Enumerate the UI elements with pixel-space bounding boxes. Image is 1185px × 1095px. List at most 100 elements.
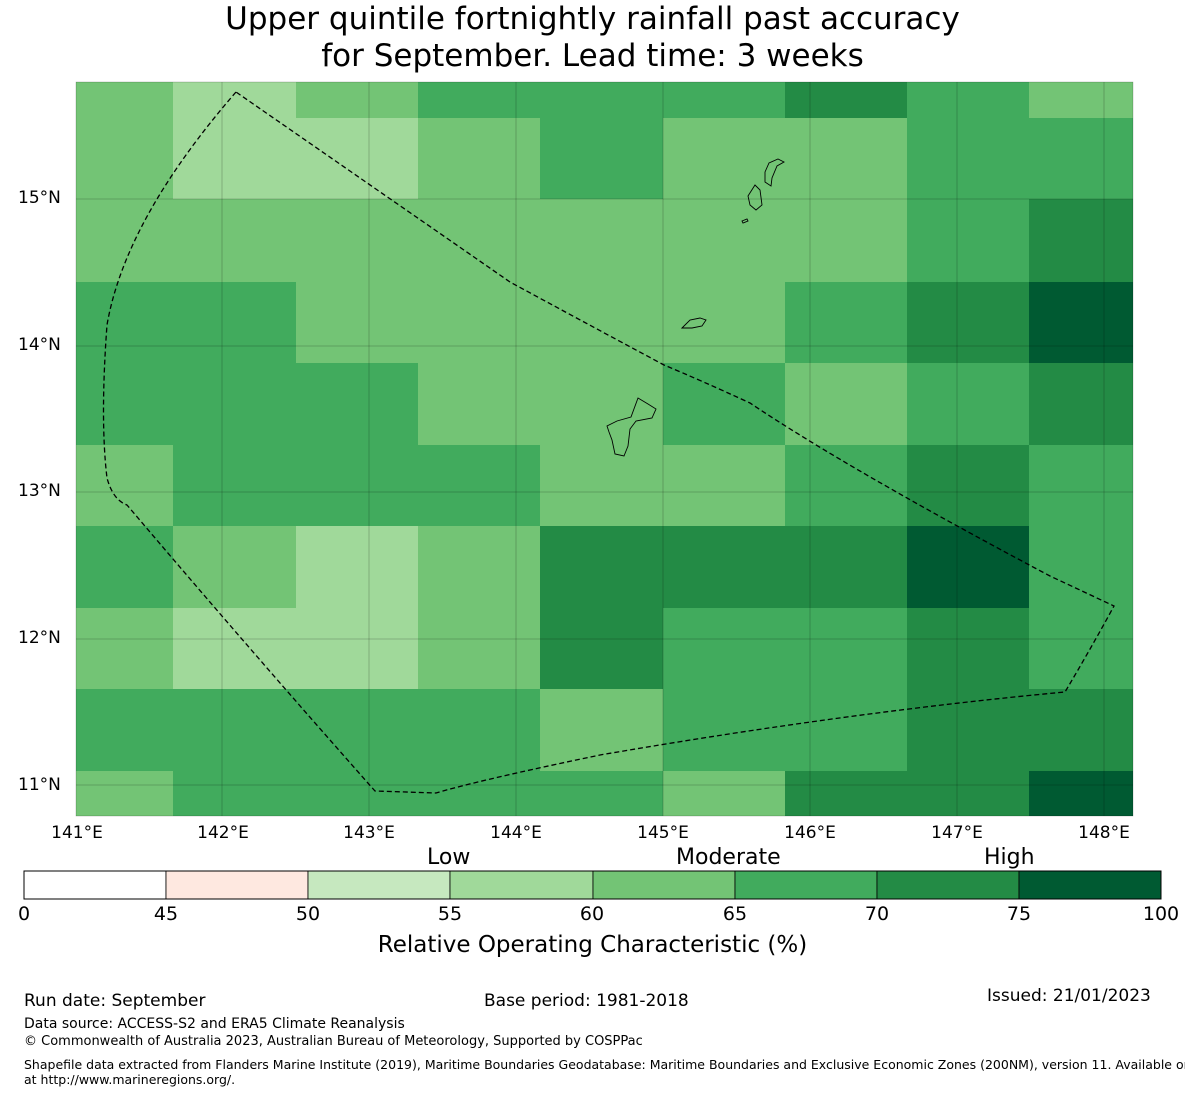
grid-cell <box>418 689 540 771</box>
island-rota <box>680 317 707 329</box>
grid-cell <box>296 118 418 199</box>
grid-cell <box>1029 82 1133 118</box>
grid-cell <box>173 82 296 118</box>
grid-cell <box>663 771 785 816</box>
grid-cell <box>785 282 907 363</box>
grid-cell <box>173 608 296 689</box>
grid-cell <box>663 82 785 118</box>
grid-cell <box>173 689 296 771</box>
copyright: © Commonwealth of Australia 2023, Austra… <box>24 1034 643 1049</box>
grid-cell <box>663 363 785 445</box>
grid-cell <box>76 526 173 608</box>
grid-cell <box>907 771 1029 816</box>
colorbar-segment <box>449 870 594 900</box>
grid-cell <box>76 445 173 526</box>
grid-cell <box>418 118 540 199</box>
grid-cell <box>785 689 907 771</box>
colorbar-tick-50: 50 <box>295 903 321 925</box>
data-source: Data source: ACCESS-S2 and ERA5 Climate … <box>24 1016 405 1032</box>
grid-cell <box>76 199 173 282</box>
colorbar-tick-100: 100 <box>1142 903 1180 925</box>
shapefile-credit-line-2: at http://www.marineregions.org/. <box>24 1072 236 1087</box>
colorbar-tick-0: 0 <box>17 903 31 925</box>
grid-cell <box>296 282 418 363</box>
lat-label-13n: 13°N <box>18 481 61 501</box>
grid-cell <box>785 82 907 118</box>
issued-date: Issued: 21/01/2023 <box>987 986 1151 1006</box>
island-tinian <box>741 218 749 224</box>
lon-label-142e: 142°E <box>197 823 249 843</box>
grid-cell <box>1029 445 1133 526</box>
grid-cell <box>907 363 1029 445</box>
grid-cell <box>76 82 173 118</box>
grid-cell <box>296 199 418 282</box>
legend-category-high: High <box>984 845 1035 870</box>
grid-cell <box>1029 608 1133 689</box>
colorbar-frame <box>23 870 1162 900</box>
colorbar-label: Relative Operating Characteristic (%) <box>377 932 808 958</box>
grid-cell <box>785 118 907 199</box>
legend-category-moderate: Moderate <box>676 845 781 870</box>
grid-cell <box>418 608 540 689</box>
colorbar-tick-65: 65 <box>722 903 748 925</box>
colorbar-segment <box>23 870 167 900</box>
grid-cell <box>907 282 1029 363</box>
grid-cell <box>663 118 785 199</box>
grid-cell <box>296 363 418 445</box>
grid-cell <box>173 118 296 199</box>
colorbar-segment <box>592 870 736 900</box>
grid-cell <box>907 118 1029 199</box>
grid-cell <box>663 445 785 526</box>
grid-cell <box>296 608 418 689</box>
lon-label-141e: 141°E <box>51 823 103 843</box>
lon-label-147e: 147°E <box>931 823 983 843</box>
grid-cell <box>76 608 173 689</box>
grid-cell <box>785 771 907 816</box>
grid-cell <box>1029 199 1133 282</box>
map-frame <box>75 81 1134 817</box>
colorbar-tick-70: 70 <box>864 903 890 925</box>
lat-label-15n: 15°N <box>18 188 61 208</box>
run-date: Run date: September <box>24 991 206 1011</box>
lon-label-145e: 145°E <box>637 823 689 843</box>
lon-label-144e: 144°E <box>490 823 542 843</box>
lat-label-14n: 14°N <box>18 335 61 355</box>
grid-cell <box>418 199 540 282</box>
grid-cell <box>540 445 663 526</box>
grid-cell <box>1029 771 1133 816</box>
grid-cell <box>785 608 907 689</box>
grid-cell <box>76 118 173 199</box>
grid-cell <box>1029 363 1133 445</box>
grid-cell <box>663 282 785 363</box>
island-north <box>764 158 785 187</box>
lat-label-12n: 12°N <box>18 628 61 648</box>
grid-cell <box>540 689 663 771</box>
islands <box>606 158 785 457</box>
grid-cell <box>173 771 296 816</box>
grid-cell <box>173 445 296 526</box>
grid-cell <box>663 199 785 282</box>
grid-cell <box>296 526 418 608</box>
grid-cell <box>418 82 540 118</box>
grid-cell <box>1029 526 1133 608</box>
grid-cell <box>76 689 173 771</box>
grid-cell <box>907 199 1029 282</box>
lon-label-143e: 143°E <box>343 823 395 843</box>
grid-cell <box>418 363 540 445</box>
grid-cell <box>663 689 785 771</box>
lat-label-11n: 11°N <box>18 775 61 795</box>
colorbar-segment <box>165 870 309 900</box>
grid-cell <box>540 199 663 282</box>
grid-cell <box>540 608 663 689</box>
grid-cell <box>296 771 418 816</box>
grid-cell <box>173 363 296 445</box>
grid-cell <box>540 771 663 816</box>
colorbar-tick-75: 75 <box>1006 903 1032 925</box>
grid-cell <box>173 199 296 282</box>
grid-cell <box>1029 689 1133 771</box>
colorbar-segment <box>1018 870 1162 900</box>
lon-label-146e: 146°E <box>784 823 836 843</box>
grid-cell <box>540 282 663 363</box>
